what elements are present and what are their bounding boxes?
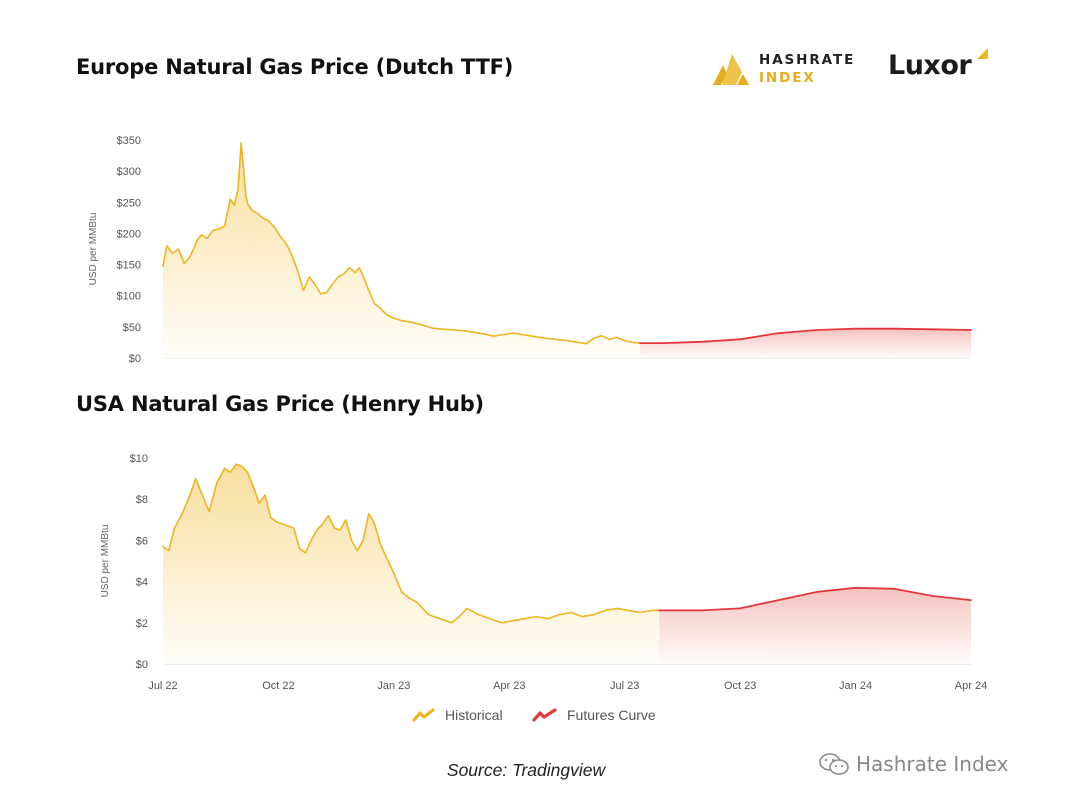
wechat-watermark: Hashrate Index [818,752,1008,776]
eu-y-tick-label: $250 [117,197,141,209]
luxor-logo: Luxor [888,48,998,88]
watermark-text: Hashrate Index [856,752,1009,776]
us-futures-area [659,587,971,664]
hashrate-wordmark: HASHRATE [759,52,856,68]
us-y-tick-label: $6 [136,535,148,547]
hashrate-mountain-icon [713,54,749,85]
eu-y-tick-label: $150 [117,260,141,272]
us-x-tick-label: Apr 24 [955,680,987,692]
us-x-tick-label: Jan 23 [377,680,410,692]
hashrate-index-logo: HASHRATE INDEX [712,50,862,90]
us-historical-line [162,463,661,624]
eu-historical-area [163,143,641,358]
europe-chart-title: Europe Natural Gas Price (Dutch TTF) [76,55,514,79]
eu-y-tick-label: $300 [117,166,141,178]
usa-chart-title: USA Natural Gas Price (Henry Hub) [76,392,484,416]
us-historical-area [163,464,660,664]
us-x-tick-label: Jul 23 [610,680,639,692]
us-x-tick-label: Jan 24 [839,680,872,692]
eu-y-tick-label: $350 [117,135,141,147]
eu-y-tick-label: $50 [123,322,141,334]
legend-futures-label: Futures Curve [567,707,656,723]
legend-historical-label: Historical [445,707,503,723]
us-y-tick-label: $8 [136,494,148,506]
us-y-tick-label: $10 [130,453,148,465]
source-caption: Source: Tradingview [446,760,606,780]
us-x-tick-label: Oct 22 [262,680,294,692]
legend-futures: Futures Curve [532,707,656,723]
eu-y-tick-label: $100 [117,291,141,303]
us-futures-line [658,586,972,612]
usa-chart: $0 $2 $4 $6 $8 $10 USD per MMBtu Jul 22 Oct 22 Ja… [100,453,987,692]
us-y-axis-label: USD per MMBtu [100,525,111,598]
us-x-tick-label: Oct 23 [724,680,756,692]
us-y-tick-label: $2 [136,618,148,630]
europe-chart: $0 $50 $100 $150 $200 $250 $300 $350 USD per MMB… [88,135,972,365]
us-y-tick-label: $4 [136,577,148,589]
us-x-tick-label: Jul 22 [148,680,177,692]
futures-swatch-icon [532,708,557,722]
eu-futures-area [640,328,971,358]
eu-y-axis-label: USD per MMBtu [88,213,99,286]
eu-y-tick-label: $200 [117,228,141,240]
eu-futures-line [639,327,972,345]
wechat-icon [819,753,849,775]
us-y-tick-label: $0 [136,659,148,671]
legend-historical: Historical [412,707,503,723]
index-wordmark: INDEX [759,70,816,86]
historical-swatch-icon [412,708,435,722]
eu-y-tick-label: $0 [129,353,141,365]
luxor-wordmark: Luxor [888,50,972,81]
luxor-triangle-icon [977,48,988,59]
us-x-tick-label: Apr 23 [493,680,525,692]
eu-historical-line [162,142,641,345]
